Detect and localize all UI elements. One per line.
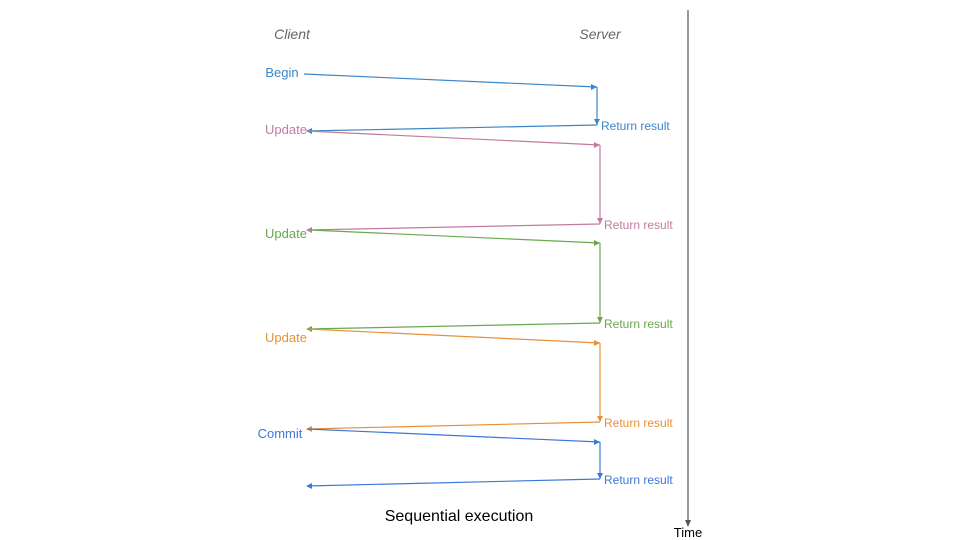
response-label: Return result xyxy=(604,416,673,430)
response-label: Return result xyxy=(604,473,673,487)
request-arrow xyxy=(306,328,601,344)
request-arrowhead xyxy=(591,84,597,90)
request-arrow xyxy=(309,229,601,244)
response-arrow xyxy=(306,223,601,231)
response-label: Return result xyxy=(604,317,673,331)
time-axis-arrowhead xyxy=(685,520,691,527)
request-arrowhead xyxy=(594,142,600,148)
response-arrow xyxy=(306,478,601,487)
response-arrow xyxy=(306,421,601,430)
exchange: Commit Return result xyxy=(258,426,674,487)
time-axis-label: Time xyxy=(674,525,702,540)
response-arrowhead xyxy=(306,227,312,233)
exchange: Update Return result xyxy=(265,122,673,232)
request-label: Begin xyxy=(265,65,298,80)
processing-arrowhead xyxy=(597,218,603,224)
request-label: Update xyxy=(265,330,307,345)
response-arrow xyxy=(306,322,601,330)
processing-arrowhead xyxy=(597,416,603,422)
request-arrow xyxy=(306,428,601,443)
request-arrowhead xyxy=(594,340,600,346)
client-header: Client xyxy=(274,26,311,42)
diagram-title: Sequential execution xyxy=(385,508,534,525)
response-arrow xyxy=(306,124,598,132)
request-arrowhead xyxy=(594,439,600,445)
server-header: Server xyxy=(579,26,622,42)
request-arrow xyxy=(303,73,598,88)
request-label: Update xyxy=(265,122,307,137)
response-label: Return result xyxy=(601,119,670,133)
processing-arrowhead xyxy=(597,317,603,323)
request-arrow xyxy=(305,130,601,146)
request-label: Update xyxy=(265,226,307,241)
response-label: Return result xyxy=(604,218,673,232)
processing-arrowhead xyxy=(597,473,603,479)
request-label: Commit xyxy=(258,426,303,441)
processing-arrowhead xyxy=(594,119,600,125)
response-arrowhead xyxy=(306,483,312,489)
exchange: Update Return result xyxy=(265,226,673,331)
exchange: Begin Return result xyxy=(265,65,670,133)
exchange: Update Return result xyxy=(265,328,673,430)
request-arrowhead xyxy=(594,240,600,246)
